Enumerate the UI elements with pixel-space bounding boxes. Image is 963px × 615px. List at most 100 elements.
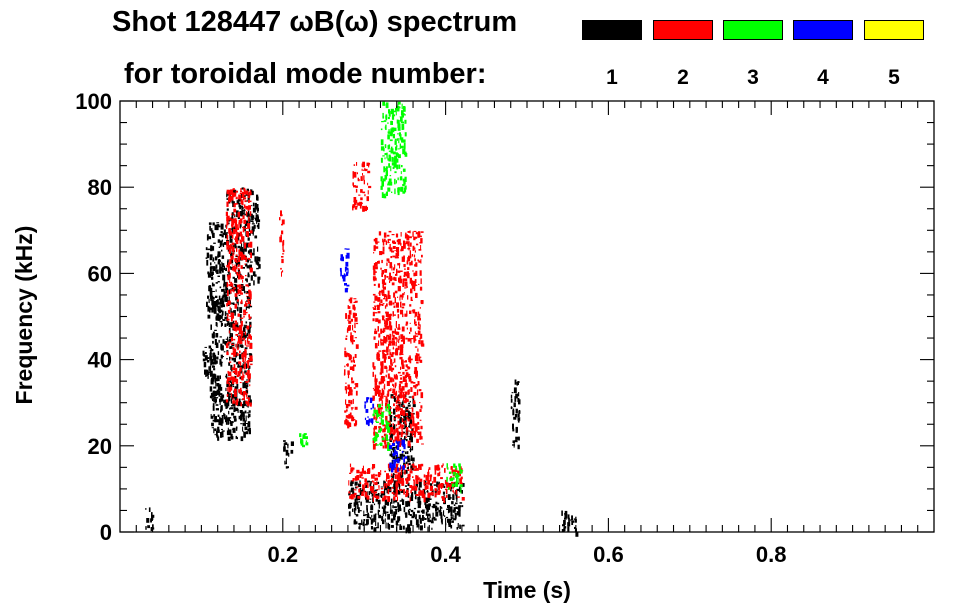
spectrum-point [219, 393, 223, 396]
spectrum-point [408, 402, 410, 404]
spectrum-point [386, 421, 389, 427]
spectrum-point [232, 218, 236, 224]
spectrum-point [234, 214, 236, 218]
spectrum-point [451, 520, 454, 523]
spectrum-point [365, 481, 367, 483]
spectrum-point [401, 256, 405, 262]
spectrum-point [399, 488, 403, 492]
spectrum-point [422, 494, 426, 498]
spectrum-point [225, 211, 228, 217]
spectrum-point [410, 338, 412, 344]
spectrum-point [389, 423, 392, 430]
spectrum-point [384, 338, 387, 344]
spectrum-point [420, 356, 422, 358]
spectrum-point [240, 301, 243, 304]
spectrum-point [427, 471, 429, 477]
spectrum-point [417, 431, 421, 435]
spectrum-point [394, 382, 396, 389]
spectrum-point [404, 470, 406, 475]
spectrum-point [397, 371, 401, 374]
spectrum-point [450, 516, 453, 520]
spectrum-point [381, 400, 383, 407]
spectrum-point [344, 283, 347, 286]
spectrum-point [460, 476, 463, 480]
spectrum-point [391, 162, 394, 166]
spectrum-point [248, 377, 250, 382]
spectrum-point [233, 357, 236, 363]
spectrum-point [373, 366, 376, 370]
spectrum-point [403, 458, 405, 461]
spectrum-point [418, 340, 421, 345]
spectrum-point [230, 253, 233, 258]
spectrum-point [419, 402, 421, 404]
spectrum-point [217, 251, 221, 257]
spectrum-point [246, 258, 250, 263]
spectrum-point [372, 311, 375, 317]
spectrum-point [385, 102, 389, 109]
spectrum-point [247, 415, 250, 418]
spectrum-point [412, 270, 414, 272]
spectrum-point [388, 403, 390, 410]
spectrum-point [410, 509, 414, 513]
spectrum-point [233, 348, 237, 353]
series-3 [299, 101, 464, 494]
spectrum-point [237, 284, 239, 288]
spectrum-point [248, 199, 250, 203]
spectrum-point [380, 491, 384, 494]
spectrum-point [392, 423, 394, 426]
spectrum-point [359, 474, 362, 478]
spectrum-point [452, 486, 454, 489]
spectrum-point [353, 301, 357, 303]
spectrum-point [351, 377, 353, 380]
spectrum-point [400, 413, 403, 415]
spectrum-point [223, 229, 226, 236]
spectrum-point [517, 420, 520, 423]
spectrum-point [208, 285, 212, 292]
spectrum-point [415, 292, 418, 298]
spectrum-point [428, 503, 431, 507]
spectrum-point [411, 463, 414, 466]
spectrum-point [243, 290, 246, 294]
spectrum-point [435, 505, 438, 512]
spectrum-point [387, 390, 390, 396]
spectrum-point [382, 340, 385, 346]
spectrum-point [399, 296, 401, 301]
spectrum-point [401, 431, 405, 433]
spectrum-point [399, 176, 403, 181]
spectrum-point [369, 486, 372, 492]
spectrum-point [461, 490, 463, 494]
spectrum-point [382, 238, 384, 243]
spectrum-point [234, 245, 237, 249]
spectrum-point [350, 469, 353, 473]
spectrum-point [454, 483, 458, 487]
spectrum-point [246, 397, 249, 399]
spectrum-point [443, 495, 445, 497]
spectrum-point [372, 307, 374, 309]
spectrum-point [420, 463, 424, 467]
spectrum-point [389, 175, 392, 177]
spectrum-point [383, 356, 386, 363]
spectrum-point [382, 330, 385, 333]
spectrum-point [382, 445, 385, 449]
spectrum-point [250, 220, 253, 222]
spectrum-point [360, 501, 362, 506]
spectrum-point [248, 427, 251, 431]
spectrum-point [360, 197, 363, 201]
spectrum-point [346, 266, 348, 268]
spectrum-point [414, 485, 418, 491]
spectrum-point [395, 180, 397, 184]
spectrum-point [234, 303, 238, 309]
spectrum-point [242, 197, 247, 200]
spectrum-point [412, 463, 415, 469]
spectrum-point [365, 514, 368, 516]
spectrum-point [225, 399, 229, 403]
spectrum-point [437, 486, 440, 490]
spectrum-point [245, 431, 248, 435]
spectrum-point [254, 235, 258, 239]
spectrum-point [373, 409, 375, 414]
spectrum-point [432, 481, 434, 485]
spectrum-point [444, 500, 446, 502]
spectrum-point [414, 279, 417, 283]
spectrum-point [407, 267, 410, 270]
spectrum-point [393, 448, 395, 450]
